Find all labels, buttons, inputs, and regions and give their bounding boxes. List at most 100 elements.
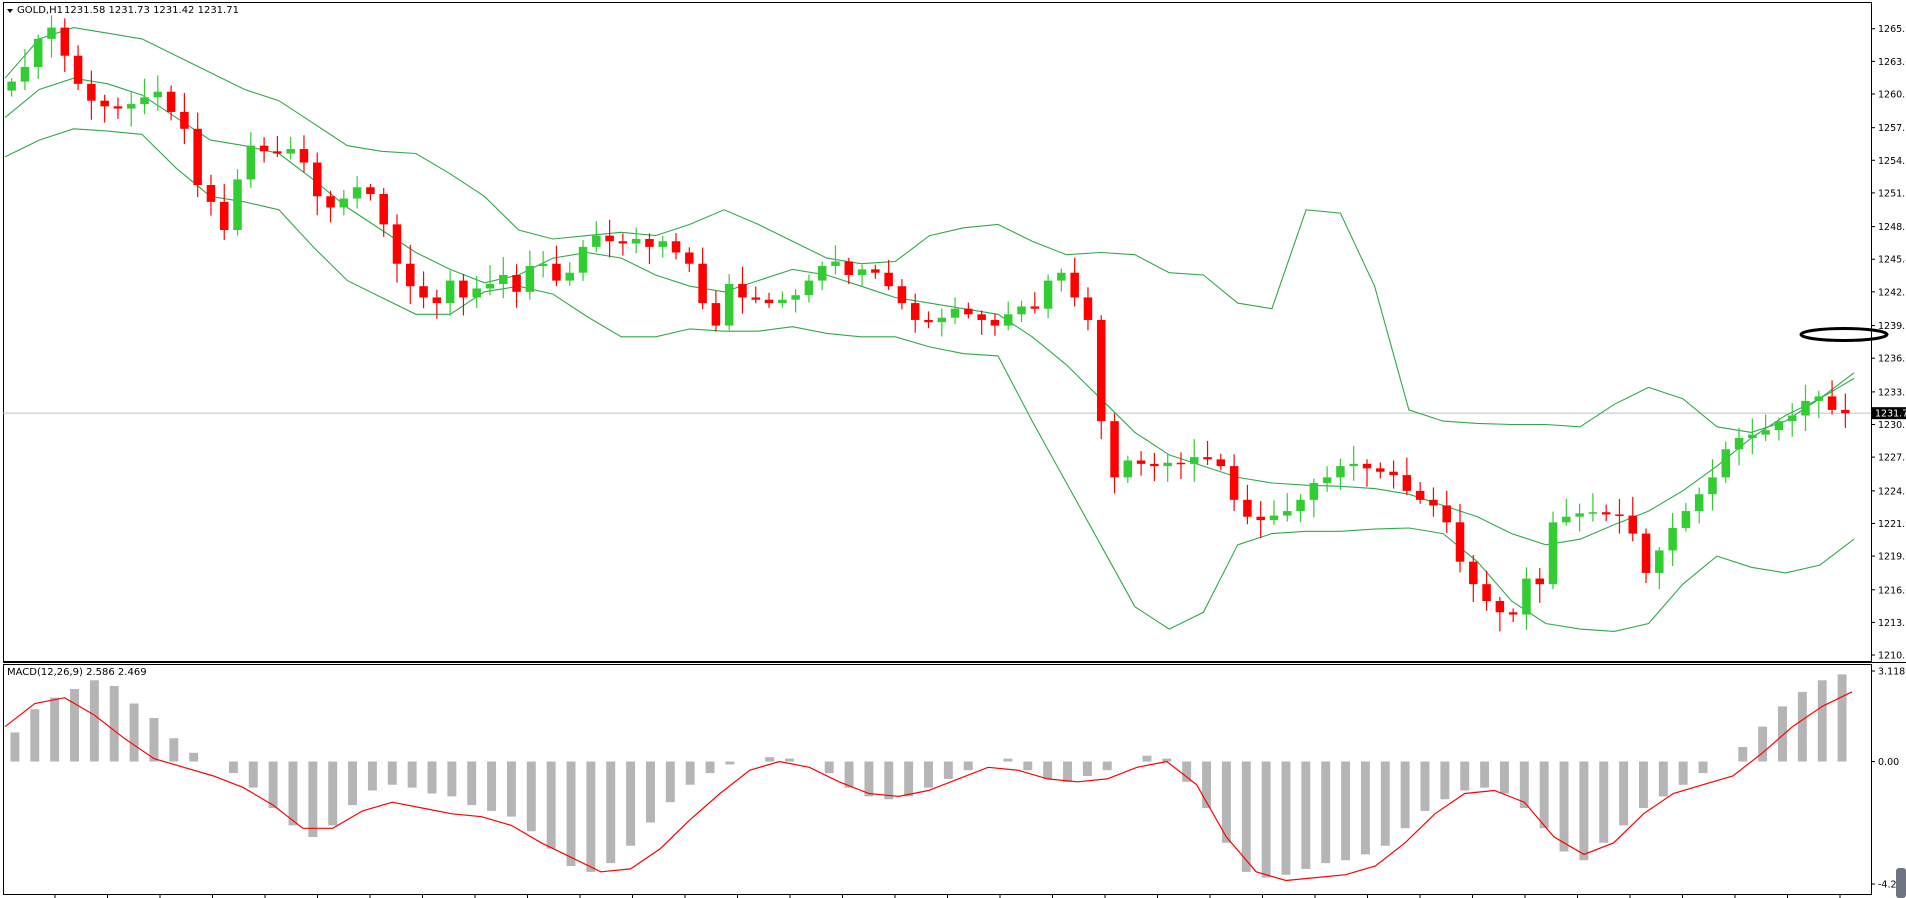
- bear-candle: [990, 319, 1000, 326]
- bear-candle: [1495, 601, 1505, 613]
- bull-candle: [499, 274, 508, 284]
- bear-candle: [764, 299, 774, 304]
- bear-candle: [1601, 512, 1611, 515]
- bear-candle: [1203, 457, 1212, 460]
- bull-candle: [1668, 527, 1677, 551]
- bear-candle: [1615, 514, 1624, 516]
- bull-candle: [937, 317, 947, 323]
- bear-candle: [366, 187, 375, 195]
- bull-candle: [1163, 462, 1172, 467]
- price-tick-label: 1219.0: [1878, 552, 1906, 563]
- bull-candle: [445, 280, 455, 304]
- bull-candle: [1190, 457, 1199, 464]
- bear-candle: [897, 286, 907, 304]
- bear-candle: [884, 272, 893, 287]
- price-axis: 1265.9 1263.0 1260.1 1257.1 1254.2 1251.3 1248…: [1871, 24, 1906, 662]
- bear-candle: [273, 151, 282, 154]
- bull-candle: [47, 27, 56, 39]
- bear-candle: [1243, 499, 1252, 517]
- signal-path: [4, 691, 1853, 882]
- bear-candle: [671, 241, 681, 253]
- price-tick-label: 1216.0: [1878, 585, 1906, 596]
- bull-candle: [525, 265, 535, 292]
- bear-candle: [977, 314, 986, 320]
- bull-candle: [1283, 511, 1292, 516]
- bull-candle: [1522, 578, 1531, 615]
- bear-candle: [326, 196, 335, 208]
- ohlc-label: 1231.58 1231.73 1231.42 1231.71: [64, 5, 239, 16]
- macd-signal-line: [4, 691, 1853, 882]
- bear-candle: [1216, 459, 1226, 467]
- bear-candle: [1150, 463, 1159, 467]
- current-price-badge: [1872, 407, 1906, 420]
- bull-candle: [140, 97, 149, 105]
- bull-candle: [1309, 482, 1319, 500]
- bear-candle: [459, 280, 468, 298]
- bear-candle: [206, 185, 216, 202]
- price-tick-label: 1260.1: [1878, 89, 1906, 100]
- price-tick-label: 1254.2: [1878, 156, 1906, 167]
- bull-candle: [1787, 415, 1797, 422]
- bull-candle: [352, 187, 362, 199]
- bear-candle: [419, 286, 428, 298]
- bear-candle: [193, 128, 202, 186]
- bull-candle: [857, 269, 867, 275]
- bull-candle: [804, 280, 814, 296]
- bear-candle: [259, 145, 269, 152]
- bear-candle: [406, 263, 415, 287]
- bear-candle: [910, 303, 920, 320]
- bull-candle: [1721, 449, 1731, 478]
- bear-candle: [1376, 468, 1385, 472]
- bear-candle: [618, 241, 628, 244]
- bull-candle: [592, 235, 601, 247]
- price-tick-label: 1257.1: [1878, 123, 1906, 134]
- bear-candle: [924, 319, 933, 323]
- price-pane-border: [3, 2, 1872, 662]
- bull-candle: [246, 145, 256, 180]
- bull-candle: [1123, 460, 1133, 478]
- bear-candle: [738, 283, 747, 298]
- price-tick-label: 1233.6: [1878, 387, 1906, 398]
- bear-candle: [87, 83, 96, 101]
- bull-candle: [817, 265, 827, 281]
- macd-axis: 3.118 0.00 -4.219: [1871, 667, 1906, 891]
- bear-candle: [1628, 515, 1638, 534]
- bull-candle: [1043, 280, 1053, 309]
- bear-candle: [1136, 460, 1146, 464]
- bull-candle: [831, 261, 840, 266]
- current-price-label: 1231.71: [1875, 409, 1906, 420]
- price-tick-label: 1221.9: [1878, 519, 1906, 530]
- bull-candle: [1349, 463, 1358, 467]
- bear-candle: [1083, 297, 1093, 320]
- triangle-down-icon[interactable]: [7, 9, 13, 13]
- bull-candle: [1694, 494, 1704, 512]
- bull-candle: [339, 198, 349, 208]
- bull-candle: [472, 288, 481, 298]
- bear-candle: [1362, 463, 1372, 469]
- bull-candle: [1814, 396, 1824, 401]
- bull-candle: [1588, 512, 1598, 514]
- bear-candle: [432, 297, 442, 304]
- bear-candle: [1641, 533, 1651, 573]
- candlestick-series: [7, 15, 1850, 632]
- price-tick-label: 1230.7: [1878, 420, 1906, 431]
- bear-candle: [379, 194, 388, 225]
- bear-candle: [1030, 306, 1040, 309]
- bear-candle: [219, 201, 229, 231]
- bull-candle: [950, 308, 960, 318]
- bull-candle: [538, 263, 548, 266]
- bull-candle: [33, 38, 43, 67]
- bull-candle: [724, 283, 734, 326]
- scroll-handle[interactable]: [1896, 868, 1906, 898]
- bull-candle: [1548, 522, 1558, 585]
- bull-candle: [565, 272, 574, 281]
- bear-candle: [844, 261, 854, 275]
- price-tick-label: 1227.8: [1878, 453, 1906, 464]
- bear-candle: [1110, 421, 1119, 478]
- bear-candle: [1229, 466, 1239, 500]
- ellipse-annotation[interactable]: [1799, 327, 1889, 342]
- price-tick-label: 1236.6: [1878, 354, 1906, 365]
- bear-candle: [1508, 612, 1518, 615]
- macd-label: MACD(12,26,9) 2.586 2.469: [7, 667, 147, 678]
